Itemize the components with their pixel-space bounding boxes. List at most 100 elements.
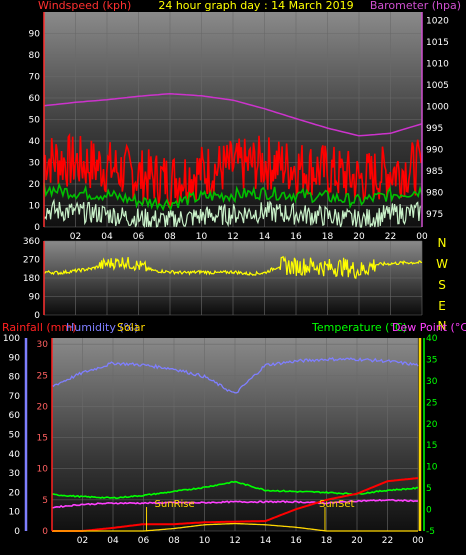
rain-x-tick-label: 08 xyxy=(168,536,180,546)
wind-y-tick-label: 70 xyxy=(29,73,41,83)
temperature-axis-title: Temperature (°C) xyxy=(311,321,407,334)
rain-x-tick-label: 20 xyxy=(351,536,363,546)
humidity-axis-title: Humidity (%) xyxy=(66,321,138,334)
rain-y-tick-label: 25 xyxy=(37,371,48,381)
barometer-y-tick-label: 985 xyxy=(426,167,443,177)
windspeed-axis-title: Windspeed (kph) xyxy=(38,0,131,12)
temperature-y-tick-label: 25 xyxy=(426,398,437,408)
dew-point-line xyxy=(51,498,419,509)
wind-x-tick-label: 22 xyxy=(385,232,396,242)
rainfall-axis-title: Rainfall (mm) xyxy=(2,321,76,334)
temperature-y-tick-label: 40 xyxy=(426,334,438,344)
wind-x-tick-label: 14 xyxy=(259,232,271,242)
rain-x-tick-label: 18 xyxy=(321,536,333,546)
rainfall-line xyxy=(52,477,419,532)
barometer-y-tick-label: 1020 xyxy=(426,17,449,27)
wind-gust-line xyxy=(43,132,422,209)
humidity-y-tick-label: 20 xyxy=(9,488,21,498)
rain-y-tick-label: 0 xyxy=(42,527,48,537)
rain-x-tick-label: 14 xyxy=(260,536,272,546)
rain-x-tick-label: 02 xyxy=(77,536,88,546)
direction-y-tick-label: 270 xyxy=(23,256,40,266)
barometer-y-tick-label: 1015 xyxy=(426,38,449,48)
barometer-y-tick-label: 1000 xyxy=(426,103,449,113)
rain-x-tick-label: 10 xyxy=(199,536,211,546)
direction-y-tick-label: 0 xyxy=(34,311,40,321)
direction-letter: N xyxy=(438,319,447,333)
humidity-y-tick-label: 100 xyxy=(3,334,20,344)
temperature-y-tick-label: 10 xyxy=(426,463,438,473)
rain-y-tick-label: 5 xyxy=(42,496,48,506)
temperature-y-tick-label: 0 xyxy=(426,506,432,516)
dewpoint-axis-title: Dew Point (°C) xyxy=(392,321,466,334)
solar-line xyxy=(52,522,418,532)
wind-y-tick-label: 0 xyxy=(34,223,40,233)
wind-x-tick-label: 20 xyxy=(353,232,365,242)
rain-y-tick-label: 15 xyxy=(37,434,48,444)
rain-x-tick-label: 16 xyxy=(290,536,302,546)
humidity-y-tick-label: 80 xyxy=(9,373,21,383)
barometer-y-tick-label: 980 xyxy=(426,189,443,199)
humidity-y-tick-label: 60 xyxy=(9,411,21,421)
wind-y-tick-label: 40 xyxy=(29,137,41,147)
rain-x-tick-label: 22 xyxy=(382,536,393,546)
rain-y-tick-label: 20 xyxy=(37,402,49,412)
barometer-y-tick-label: 975 xyxy=(426,210,443,220)
barometer-y-tick-label: 1005 xyxy=(426,81,449,91)
wind-y-tick-label: 80 xyxy=(29,51,41,61)
temperature-y-tick-label: 15 xyxy=(426,441,437,451)
humidity-y-tick-label: 50 xyxy=(9,431,21,441)
wind-y-tick-label: 90 xyxy=(29,30,41,40)
wind-x-tick-label: 12 xyxy=(227,232,238,242)
temperature-y-tick-label: -5 xyxy=(426,527,435,537)
wind-direction-line xyxy=(43,255,423,280)
humidity-y-tick-label: 0 xyxy=(14,527,20,537)
temperature-y-tick-label: 20 xyxy=(426,420,438,430)
humidity-line xyxy=(51,356,419,394)
barometer-y-tick-label: 995 xyxy=(426,124,443,134)
humidity-y-tick-label: 10 xyxy=(9,508,21,518)
sunset-label: SunSet xyxy=(319,499,355,510)
barometer-axis-title: Barometer (hpa) xyxy=(370,0,461,12)
direction-letter: W xyxy=(436,257,448,271)
rain-y-tick-label: 30 xyxy=(37,340,49,350)
wind-y-tick-label: 20 xyxy=(29,180,41,190)
rain-x-tick-label: 04 xyxy=(107,536,119,546)
wind-lull-line xyxy=(43,198,422,229)
chart-title: 24 hour graph day : 14 March 2019 xyxy=(158,0,353,12)
sunrise-label: SunRise xyxy=(155,499,195,510)
rain-x-tick-label: 00 xyxy=(412,536,424,546)
barometer-y-tick-label: 1010 xyxy=(426,60,449,70)
wind-x-tick-label: 00 xyxy=(416,232,428,242)
wind-average-line xyxy=(43,181,423,212)
wind-y-tick-label: 10 xyxy=(29,202,41,212)
wind-y-tick-label: 30 xyxy=(29,159,41,169)
wind-y-tick-label: 50 xyxy=(29,116,41,126)
rain-x-tick-label: 12 xyxy=(229,536,240,546)
solar-axis-title: Solar xyxy=(117,321,146,334)
direction-y-tick-label: 180 xyxy=(23,274,40,284)
humidity-y-tick-label: 40 xyxy=(9,450,21,460)
direction-letter: N xyxy=(438,236,447,250)
temperature-y-tick-label: 5 xyxy=(426,484,432,494)
temperature-y-tick-label: 30 xyxy=(426,377,438,387)
temperature-y-tick-label: 35 xyxy=(426,355,437,365)
wind-x-tick-label: 02 xyxy=(70,232,81,242)
humidity-y-tick-label: 70 xyxy=(9,392,21,402)
wind-x-tick-label: 10 xyxy=(196,232,208,242)
direction-letter: E xyxy=(438,299,446,313)
direction-letter: S xyxy=(438,278,446,292)
direction-y-tick-label: 360 xyxy=(23,237,40,247)
wind-y-tick-label: 60 xyxy=(29,94,41,104)
rain-y-tick-label: 10 xyxy=(37,465,49,475)
barometer-line xyxy=(43,92,423,137)
wind-x-tick-label: 04 xyxy=(101,232,113,242)
rain-x-tick-label: 06 xyxy=(138,536,150,546)
barometer-y-tick-label: 990 xyxy=(426,146,443,156)
wind-x-tick-label: 16 xyxy=(290,232,302,242)
wind-x-tick-label: 06 xyxy=(133,232,145,242)
humidity-y-tick-label: 30 xyxy=(9,469,21,479)
direction-y-tick-label: 90 xyxy=(29,293,41,303)
wind-x-tick-label: 18 xyxy=(322,232,334,242)
